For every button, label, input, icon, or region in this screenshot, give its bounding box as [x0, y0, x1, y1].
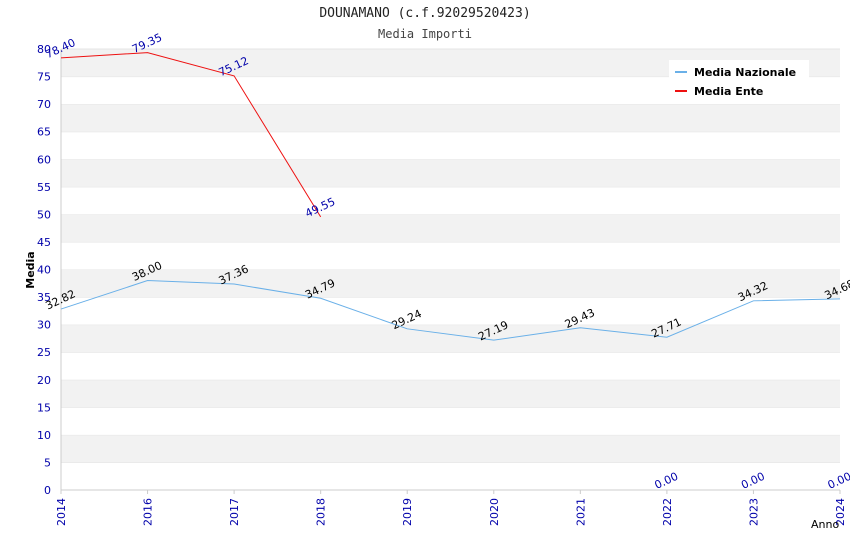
x-tick-label: 2020: [488, 498, 501, 526]
x-tick-label: 2024: [834, 498, 847, 526]
y-tick-label: 55: [37, 181, 51, 194]
x-tick-label: 2016: [142, 498, 155, 526]
y-tick-label: 15: [37, 401, 51, 414]
grid-band: [61, 104, 840, 132]
chart-title: DOUNAMANO (c.f.92029520423): [319, 6, 531, 21]
grid-band: [61, 241, 840, 270]
y-tick-label: 45: [37, 236, 51, 249]
y-tick-label: 25: [37, 346, 51, 359]
grid-band: [61, 462, 840, 490]
y-tick-label: 10: [37, 429, 51, 442]
legend-label: Media Nazionale: [694, 66, 796, 79]
x-tick-label: 2023: [747, 498, 760, 526]
x-tick-label: 2014: [55, 498, 68, 526]
grid-band: [61, 214, 840, 242]
grid-band: [61, 379, 840, 408]
grid-band: [61, 324, 840, 353]
x-tick-label: 2019: [401, 498, 414, 526]
grid-band: [61, 407, 840, 435]
grid-band: [61, 297, 840, 325]
grid-band: [61, 131, 840, 160]
legend-label: Media Ente: [694, 85, 763, 98]
y-tick-label: 20: [37, 374, 51, 387]
legend-box: [669, 60, 809, 102]
y-tick-label: 80: [37, 43, 51, 56]
y-tick-label: 60: [37, 153, 51, 166]
y-tick-label: 0: [44, 484, 51, 497]
x-tick-label: 2017: [228, 498, 241, 526]
x-tick-label: 2018: [315, 498, 328, 526]
y-tick-label: 30: [37, 319, 51, 332]
y-tick-label: 5: [44, 456, 51, 469]
y-tick-label: 70: [37, 98, 51, 111]
series-line-media-ente: [60, 52, 322, 218]
grid-band: [61, 186, 840, 215]
x-tick-label: 2021: [574, 498, 587, 526]
chart-subtitle: Media Importi: [378, 27, 472, 41]
y-tick-label: 40: [37, 264, 51, 277]
grid-band: [61, 434, 840, 463]
y-axis-title: Media: [24, 251, 37, 288]
y-tick-label: 50: [37, 208, 51, 221]
series-line-media-nazionale: [60, 280, 841, 341]
x-tick-label: 2022: [661, 498, 674, 526]
grid-band: [61, 352, 840, 380]
x-axis-title: Anno: [811, 518, 839, 531]
y-tick-label: 35: [37, 291, 51, 304]
grid-band: [61, 269, 840, 298]
y-tick-label: 75: [37, 71, 51, 84]
grid-band: [61, 159, 840, 187]
y-tick-label: 65: [37, 126, 51, 139]
